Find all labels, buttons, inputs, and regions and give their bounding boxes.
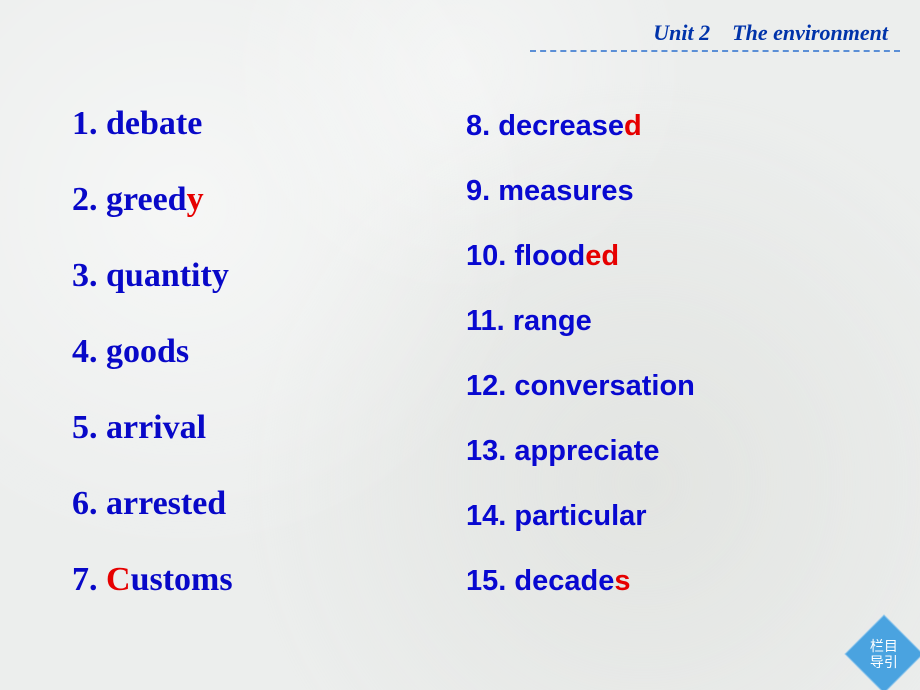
- item-text: conversation: [506, 370, 695, 402]
- item-text: particular: [506, 500, 646, 532]
- item-text-highlight: d: [624, 110, 642, 142]
- list-item: 1. debate: [72, 105, 466, 143]
- item-number: 12.: [466, 370, 506, 402]
- item-text-highlight: ed: [585, 240, 619, 272]
- content-columns: 1. debate 2. greedy 3. quantity 4. goods 5. …: [72, 105, 860, 599]
- item-number: 7.: [72, 561, 98, 598]
- item-number: 15.: [466, 565, 506, 597]
- item-number: 4.: [72, 333, 98, 370]
- item-text: [98, 561, 107, 598]
- item-text: range: [505, 305, 592, 337]
- item-number: 11.: [466, 305, 505, 337]
- list-item: 12. conversation: [466, 370, 860, 403]
- item-text: ustoms: [131, 561, 233, 598]
- item-text: appreciate: [506, 435, 659, 467]
- item-text: decrease: [490, 110, 624, 142]
- page-header: Unit 2 The environment: [20, 20, 900, 52]
- list-item: 5. arrival: [72, 409, 466, 447]
- item-text: measures: [490, 175, 634, 207]
- nav-badge-label: 栏目 导引: [870, 638, 898, 670]
- item-text-highlight: C: [106, 561, 131, 598]
- header-unit: Unit 2: [653, 20, 710, 45]
- item-number: 1.: [72, 105, 98, 142]
- nav-line1: 栏目: [870, 638, 898, 654]
- header-subtitle: The environment: [732, 20, 888, 45]
- item-text-highlight: s: [614, 565, 630, 597]
- header-title: Unit 2 The environment: [653, 20, 900, 45]
- list-item: 11. range: [466, 305, 860, 338]
- header-divider: [530, 50, 900, 52]
- right-column: 8. decreased 9. measures 10. flooded 11. ra…: [466, 105, 860, 599]
- item-text: greed: [98, 181, 187, 218]
- item-number: 14.: [466, 500, 506, 532]
- item-text: quantity: [98, 257, 229, 294]
- item-number: 13.: [466, 435, 506, 467]
- item-text: decade: [506, 565, 614, 597]
- item-number: 3.: [72, 257, 98, 294]
- item-text: arrival: [98, 409, 207, 446]
- item-number: 6.: [72, 485, 98, 522]
- left-column: 1. debate 2. greedy 3. quantity 4. goods 5. …: [72, 105, 466, 599]
- list-item: 4. goods: [72, 333, 466, 371]
- item-text: goods: [98, 333, 190, 370]
- list-item: 8. decreased: [466, 110, 860, 143]
- list-item: 7. Customs: [72, 561, 466, 599]
- list-item: 10. flooded: [466, 240, 860, 273]
- item-text: flood: [506, 240, 585, 272]
- list-item: 9. measures: [466, 175, 860, 208]
- list-item: 14. particular: [466, 500, 860, 533]
- item-text: arrested: [98, 485, 227, 522]
- nav-line2: 导引: [870, 654, 898, 670]
- item-number: 5.: [72, 409, 98, 446]
- item-number: 10.: [466, 240, 506, 272]
- item-number: 8.: [466, 110, 490, 142]
- list-item: 2. greedy: [72, 181, 466, 219]
- item-text: debate: [98, 105, 203, 142]
- item-number: 9.: [466, 175, 490, 207]
- list-item: 13. appreciate: [466, 435, 860, 468]
- item-number: 2.: [72, 181, 98, 218]
- list-item: 3. quantity: [72, 257, 466, 295]
- list-item: 15. decades: [466, 565, 860, 598]
- list-item: 6. arrested: [72, 485, 466, 523]
- item-text-highlight: y: [187, 181, 204, 218]
- nav-badge[interactable]: 栏目 导引: [844, 614, 920, 690]
